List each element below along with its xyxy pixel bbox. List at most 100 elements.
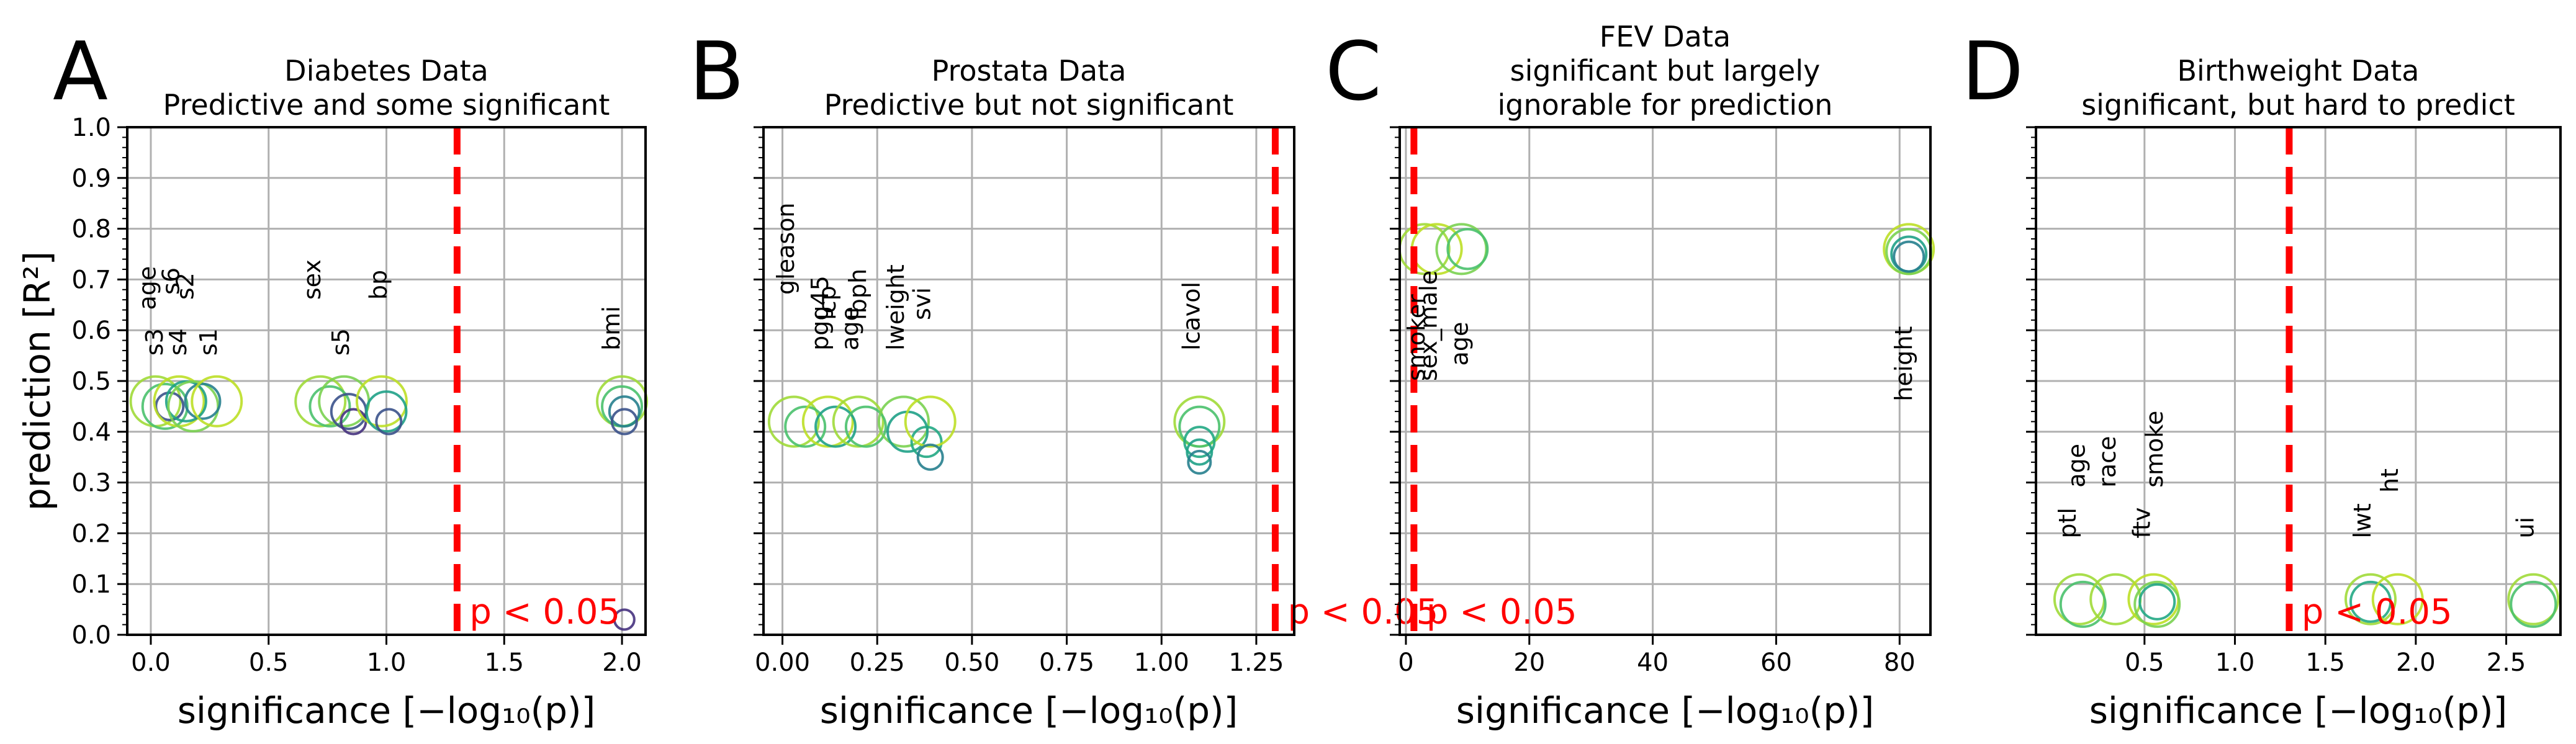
data-point	[844, 405, 887, 448]
data-point	[1187, 449, 1212, 475]
variable-label: bmi	[598, 306, 625, 351]
variable-label: bp	[365, 270, 392, 300]
plot-frame	[2035, 126, 2562, 636]
threshold-label: p < 0.05	[469, 592, 620, 632]
data-point	[613, 608, 636, 631]
variable-label: ui	[2511, 517, 2539, 539]
tick-label-x: 0.50	[944, 648, 999, 677]
data-point	[2510, 580, 2557, 628]
panel-letter: D	[1961, 24, 2024, 119]
variable-label: sex	[299, 259, 326, 300]
x-axis-label: significance [−log₁₀(p)]	[2089, 689, 2508, 732]
tick-label-x: 0.25	[850, 648, 905, 677]
variable-label: s5	[327, 328, 354, 356]
variable-label: height	[1890, 326, 1917, 401]
variable-label: age	[2063, 444, 2091, 488]
threshold-label: p < 0.05	[1426, 592, 1577, 632]
variable-label: age	[1446, 322, 1473, 366]
data-point	[910, 426, 943, 459]
tick-label-y: 0.8	[71, 215, 111, 244]
tick-label-x: 2.0	[602, 648, 642, 677]
tick-label-y: 0.2	[71, 519, 111, 548]
variable-label: svi	[909, 287, 936, 320]
tick-label-x: 0	[1398, 648, 1413, 677]
data-point	[877, 395, 930, 448]
tick-label-y: 0.6	[71, 316, 111, 345]
data-point	[155, 391, 185, 421]
tick-label-x: 1.5	[2305, 648, 2345, 677]
tick-label-y: 0.4	[71, 418, 111, 447]
panel-title-line: Diabetes Data	[284, 54, 489, 87]
variable-label: lcp	[814, 285, 841, 320]
panel-title-line: Birthweight Data	[2177, 54, 2420, 87]
threshold-label: p < 0.05	[2302, 592, 2452, 632]
variable-label: gleason	[772, 202, 799, 294]
data-point	[365, 390, 408, 433]
data-point	[801, 395, 854, 448]
variable-label: s1	[195, 328, 222, 356]
tick-label-x: 0.00	[755, 648, 810, 677]
data-point	[1446, 228, 1489, 271]
data-point	[355, 375, 408, 428]
tick-label-x: 60	[1760, 648, 1792, 677]
x-axis-label: significance [−log₁₀(p)]	[820, 689, 1238, 732]
variable-label: s2	[171, 272, 199, 300]
data-point	[2133, 580, 2181, 628]
tick-label-y: 0.1	[71, 570, 111, 599]
variable-label: sex_male	[1415, 271, 1443, 381]
data-point	[814, 405, 857, 448]
tick-label-x: 40	[1637, 648, 1669, 677]
variable-label: ftv	[2128, 507, 2156, 538]
variable-label: lweight	[882, 264, 909, 351]
panel-letter: C	[1325, 24, 1382, 119]
variable-label: s3	[141, 328, 168, 356]
data-point	[832, 395, 885, 448]
tick-label-y: 0.3	[71, 469, 111, 498]
tick-label-y: 0.7	[71, 266, 111, 294]
data-point	[1178, 405, 1221, 448]
x-axis-label: significance [−log₁₀(p)]	[178, 689, 596, 732]
variable-label: smoker	[1403, 294, 1430, 381]
tick-label-x: 20	[1513, 648, 1545, 677]
data-point	[308, 385, 351, 428]
variable-label: s6	[158, 267, 185, 295]
tick-label-x: 0.5	[249, 648, 289, 677]
plot-frame	[126, 126, 647, 636]
data-point	[904, 395, 957, 448]
plot-frame	[762, 126, 1295, 636]
panel-letter: B	[689, 24, 744, 119]
variable-label: pgg45	[806, 276, 834, 351]
data-point	[1186, 438, 1214, 466]
data-point	[2089, 573, 2142, 625]
data-point	[916, 443, 944, 471]
variable-label: smoke	[2141, 411, 2168, 488]
panel-letter: A	[53, 24, 108, 119]
data-point	[191, 375, 243, 428]
variable-label: age	[837, 307, 864, 351]
tick-label-y: 0.9	[71, 164, 111, 193]
variable-label: s4	[164, 328, 192, 356]
tick-label-y: 1.0	[71, 114, 111, 142]
data-point	[2371, 573, 2424, 625]
data-point	[2507, 573, 2560, 625]
panel-title-line: Prostata Data	[932, 54, 1127, 87]
tick-label-x: 2.5	[2487, 648, 2526, 677]
panel-title-line: FEV Data	[1600, 20, 1731, 53]
data-point	[610, 408, 638, 436]
data-point	[294, 375, 347, 428]
data-point	[2344, 573, 2397, 625]
plot-frame	[1398, 126, 1932, 636]
x-axis-label: significance [−log₁₀(p)]	[1456, 689, 1875, 732]
tick-label-x: 2.0	[2396, 648, 2436, 677]
data-point	[2138, 583, 2176, 621]
tick-label-x: 0.75	[1039, 648, 1094, 677]
data-point	[784, 405, 827, 448]
tick-label-x: 1.0	[2215, 648, 2255, 677]
variable-label: ptl	[2054, 508, 2081, 539]
data-point	[608, 395, 641, 428]
data-point	[1183, 426, 1216, 459]
tick-label-y: 0.5	[71, 367, 111, 396]
tick-label-x: 1.0	[367, 648, 407, 677]
data-point	[1398, 223, 1451, 276]
tick-label-x: 80	[1884, 648, 1916, 677]
